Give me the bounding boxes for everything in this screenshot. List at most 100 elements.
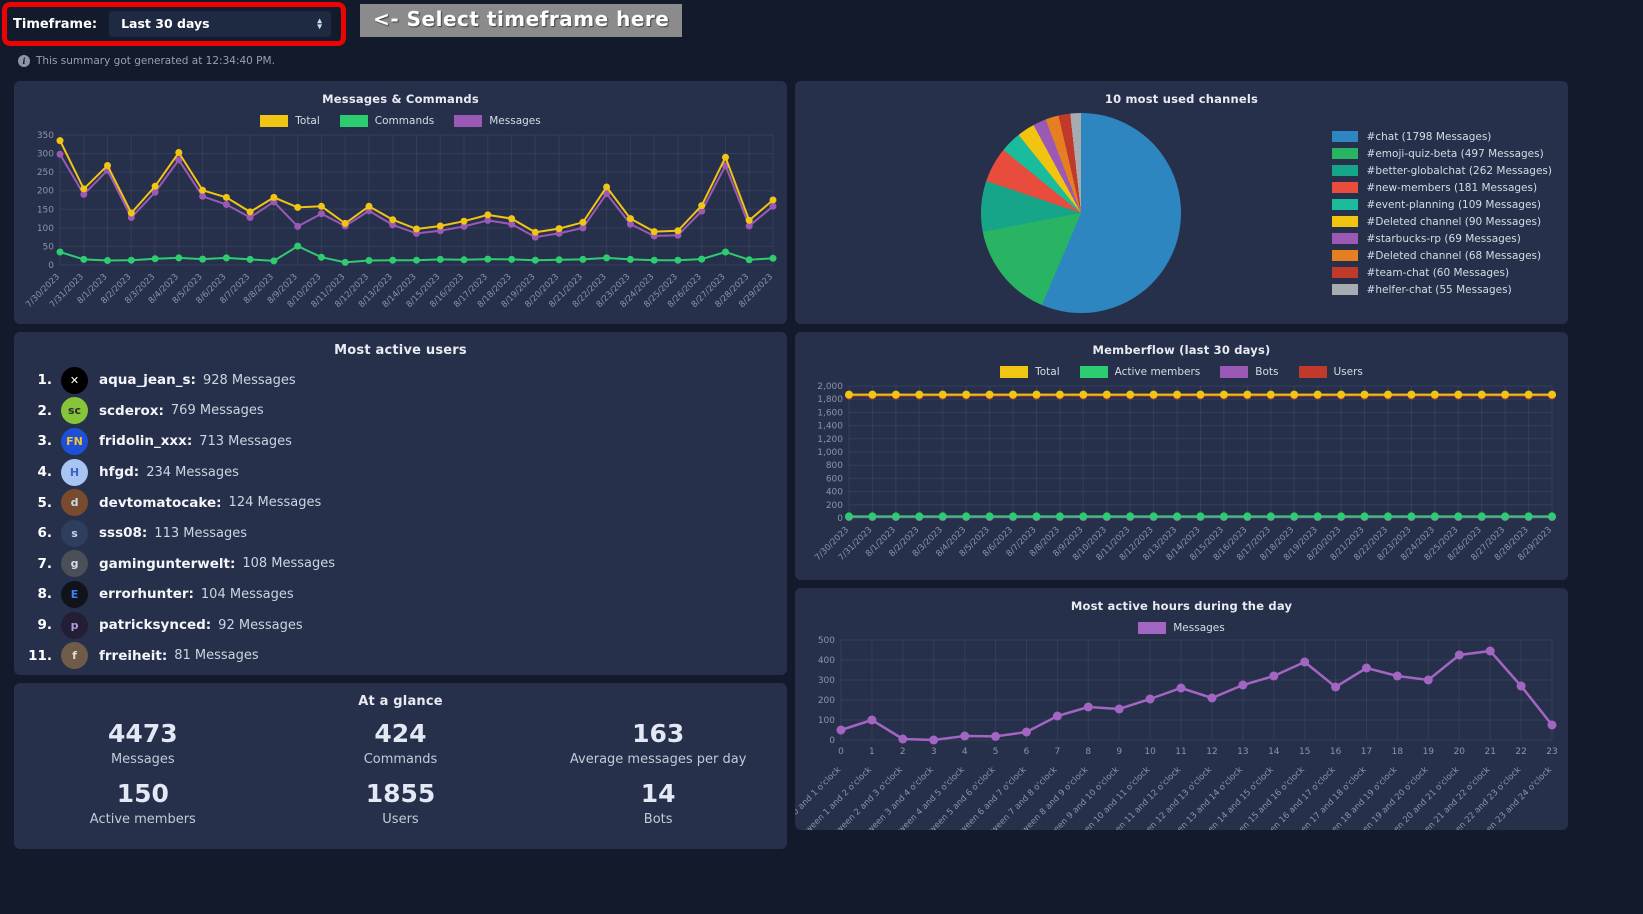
legend-item[interactable]: #event-planning (109 Messages) (1331, 199, 1552, 211)
user-rank: 4. (37, 464, 52, 481)
legend-item[interactable]: Users (1298, 366, 1363, 378)
legend-label: Commands (374, 115, 435, 127)
legend-item[interactable]: #Deleted channel (68 Messages) (1331, 250, 1552, 262)
svg-text:18: 18 (1392, 747, 1404, 757)
legend-item[interactable]: Commands (339, 115, 435, 127)
legend-item[interactable]: #helfer-chat (55 Messages) (1331, 284, 1552, 296)
active-hours-chart: 0 100 200 300 400 500 0 1 2 3 4 5 6 7 8 9 10 11 12 13 14 15 16… (795, 634, 1568, 830)
svg-text:500: 500 (818, 636, 835, 646)
stat-value: 4473 (108, 719, 178, 748)
summary-generated-text: This summary got generated at 12:34:40 P… (36, 55, 275, 67)
legend-item[interactable]: Total (1000, 366, 1060, 378)
user-rank: 7. (37, 555, 52, 572)
user-name: errorhunter: (99, 586, 194, 603)
topbar: Timeframe: Last 30 days ▲ ▼ <- Select tim… (0, 0, 1643, 46)
most-active-users-title: Most active users (334, 343, 467, 358)
legend-swatch (1298, 366, 1327, 378)
user-avatar: g (61, 550, 88, 578)
svg-text:1: 1 (869, 747, 875, 757)
legend-swatch (1331, 250, 1358, 261)
svg-text:7: 7 (1055, 747, 1061, 757)
most-used-channels-panel: 10 most used channels #chat (1798 Messag… (795, 81, 1568, 324)
legend-swatch (1331, 233, 1358, 244)
messages-commands-legend: Total Commands Messages (14, 115, 787, 127)
legend-item[interactable]: #new-members (181 Messages) (1331, 182, 1552, 194)
legend-item[interactable]: Total (260, 115, 320, 127)
channels-pie-chart (981, 113, 1181, 313)
svg-text:6: 6 (1024, 747, 1030, 757)
user-rank: 2. (37, 402, 52, 419)
legend-swatch (1331, 182, 1358, 193)
legend-label: #Deleted channel (90 Messages) (1366, 215, 1542, 228)
legend-item[interactable]: #emoji-quiz-beta (497 Messages) (1331, 147, 1552, 160)
legend-item[interactable]: #team-chat (60 Messages) (1331, 267, 1552, 279)
svg-text:1,000: 1,000 (817, 448, 843, 458)
legend-swatch (1331, 284, 1358, 295)
svg-text:12: 12 (1206, 747, 1217, 757)
legend-label: Total (295, 115, 320, 127)
svg-text:100: 100 (37, 224, 54, 234)
legend-item[interactable]: #starbucks-rp (69 Messages) (1331, 233, 1552, 245)
svg-text:4: 4 (962, 747, 968, 757)
svg-text:200: 200 (826, 501, 843, 511)
user-rank: 8. (37, 586, 52, 603)
glance-stat: 163 Average messages per day (529, 719, 787, 767)
svg-text:600: 600 (826, 474, 843, 484)
stat-label: Bots (643, 812, 673, 827)
user-rank: 6. (37, 525, 52, 542)
legend-swatch (260, 115, 289, 127)
legend-swatch (1331, 165, 1358, 176)
svg-text:300: 300 (818, 676, 835, 686)
user-name: gamingunterwelt: (99, 555, 236, 572)
user-message-count: 234 Messages (146, 464, 239, 480)
timeframe-hint-label: <- Select timeframe here (360, 4, 683, 37)
svg-text:800: 800 (826, 461, 843, 471)
user-row: 1. ✕ aqua_jean_s: 928 Messages (14, 365, 787, 396)
dashboard-grid: Messages & Commands Total Commands Message… (14, 81, 1568, 849)
memberflow-legend: Total Active members Bots Users (795, 366, 1568, 378)
user-avatar: f (61, 642, 88, 670)
legend-item[interactable]: Bots (1220, 366, 1279, 378)
svg-text:15: 15 (1299, 747, 1310, 757)
glance-stat: 14 Bots (529, 779, 787, 827)
user-rank: 5. (37, 494, 52, 511)
svg-text:21: 21 (1484, 747, 1495, 757)
legend-swatch (1331, 131, 1358, 142)
svg-text:350: 350 (37, 131, 54, 141)
legend-label: Messages (489, 115, 541, 127)
user-row: 2. sc scderox: 769 Messages (14, 396, 787, 427)
svg-text:14: 14 (1268, 747, 1280, 757)
legend-label: #emoji-quiz-beta (497 Messages) (1366, 147, 1544, 160)
at-a-glance-grid: 4473 Messages 424 Commands 163 Average messag… (14, 719, 787, 827)
timeframe-select[interactable]: Last 30 days ▲ ▼ (109, 11, 332, 37)
timeframe-select-control[interactable]: Last 30 days (109, 11, 332, 37)
legend-swatch (1138, 622, 1167, 634)
user-name: devtomatocake: (99, 494, 222, 511)
legend-item[interactable]: #chat (1798 Messages) (1331, 130, 1552, 143)
svg-text:250: 250 (37, 168, 54, 178)
legend-item[interactable]: Messages (454, 115, 541, 127)
messages-commands-panel: Messages & Commands Total Commands Message… (14, 81, 787, 324)
legend-label: Messages (1173, 622, 1225, 634)
stat-label: Messages (110, 752, 175, 767)
svg-text:0: 0 (48, 261, 54, 271)
svg-text:16: 16 (1330, 747, 1342, 757)
legend-item[interactable]: Active members (1079, 366, 1200, 378)
user-rank: 1. (37, 372, 52, 389)
user-message-count: 81 Messages (174, 648, 259, 664)
svg-text:5: 5 (993, 747, 999, 757)
memberflow-chart: 0 200 400 600 800 1,000 1,200 1,400 1,600 1,800 2,… (795, 378, 1568, 578)
legend-item[interactable]: Messages (1138, 622, 1225, 634)
legend-item[interactable]: #better-globalchat (262 Messages) (1331, 165, 1552, 177)
most-active-users-list: 1. ✕ aqua_jean_s: 928 Messages 2. sc scderox: 7… (14, 365, 787, 671)
user-rank: 11. (28, 647, 52, 664)
legend-item[interactable]: #Deleted channel (90 Messages) (1331, 215, 1552, 228)
user-row: 11. f frreiheit: 81 Messages (14, 640, 787, 671)
summary-info-line: i This summary got generated at 12:34:40… (18, 55, 1643, 67)
user-rank: 9. (37, 617, 52, 634)
messages-commands-title: Messages & Commands (322, 92, 479, 106)
legend-label: #chat (1798 Messages) (1366, 130, 1492, 143)
active-hours-title: Most active hours during the day (1070, 599, 1293, 613)
svg-text:3: 3 (931, 747, 937, 757)
